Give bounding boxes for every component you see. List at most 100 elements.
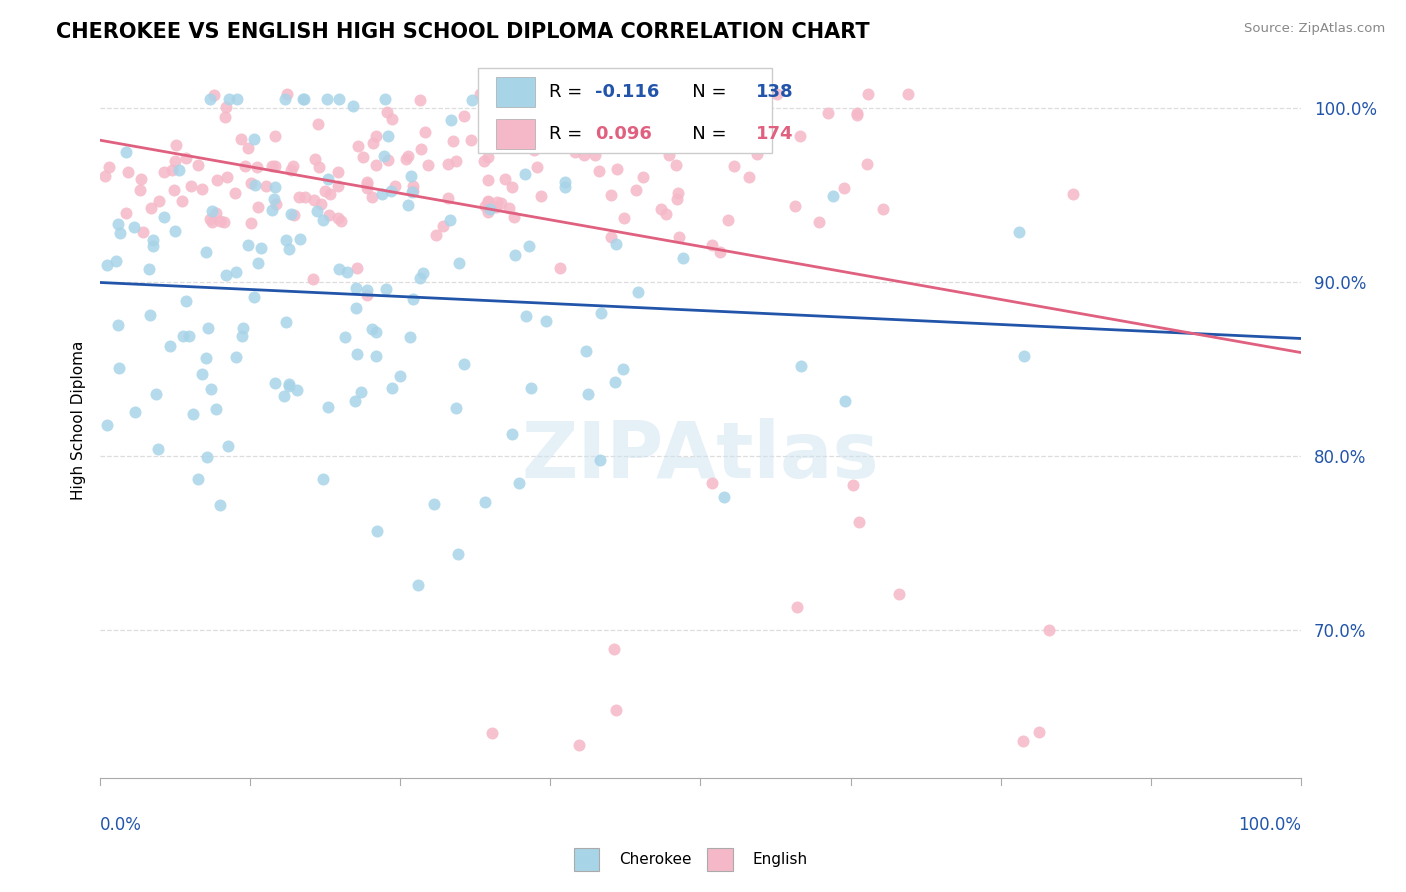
Point [453,357,475,371]
Point [887,587,910,601]
Point [716,212,738,227]
Text: -0.116: -0.116 [595,83,659,101]
Point [288,232,311,246]
Point [447,256,470,270]
Point [139,308,162,322]
Point [526,160,548,174]
Point [105,253,128,268]
Point [517,239,540,253]
Point [181,407,204,421]
Point [501,427,523,442]
Point [439,213,461,227]
Point [1012,349,1035,363]
Point [280,207,302,221]
Point [401,185,423,199]
Point [441,134,464,148]
Point [834,394,856,409]
Point [377,153,399,168]
Point [138,262,160,277]
Point [461,93,484,107]
Point [501,180,523,194]
Point [897,87,920,101]
Point [201,215,224,229]
Point [395,152,418,166]
Point [276,87,298,101]
Point [344,393,367,408]
Point [328,92,350,106]
Point [477,195,499,210]
Point [388,369,411,384]
Point [665,158,688,172]
Point [447,547,470,561]
Point [709,245,731,260]
FancyBboxPatch shape [574,848,599,871]
Point [821,188,844,202]
Point [319,186,342,201]
Point [170,194,193,208]
Point [218,92,240,106]
Point [195,245,218,260]
Text: Source: ZipAtlas.com: Source: ZipAtlas.com [1244,22,1385,36]
Point [336,265,359,279]
Point [264,180,287,194]
Point [381,381,404,395]
Point [672,251,695,265]
Point [198,92,221,106]
Point [117,165,139,179]
Point [366,128,388,143]
Point [588,164,610,178]
Point [364,326,387,340]
Point [381,112,404,127]
Point [326,211,349,226]
Point [328,178,350,193]
Point [530,189,553,203]
Point [169,162,191,177]
Point [554,180,576,194]
Point [485,87,508,101]
Point [600,187,623,202]
Point [477,204,499,219]
Point [225,265,247,279]
Point [312,472,335,486]
Point [384,178,406,193]
Point [96,258,118,272]
Point [278,242,301,256]
Text: 138: 138 [755,83,793,101]
Point [308,160,330,174]
Point [346,347,368,361]
Point [366,158,388,172]
Point [152,164,174,178]
Point [406,577,429,591]
Point [364,349,387,363]
Point [231,329,253,343]
Point [191,182,214,196]
Point [285,384,308,398]
Point [264,159,287,173]
Point [301,272,323,286]
Point [790,359,813,373]
Point [401,179,423,194]
Point [499,111,522,125]
Point [207,173,229,187]
Point [361,136,384,150]
Point [318,172,340,186]
Point [603,375,626,389]
Point [278,379,301,393]
Point [361,190,384,204]
Point [399,169,422,183]
Point [215,99,238,113]
FancyBboxPatch shape [478,68,772,153]
Point [603,641,626,656]
Point [350,384,373,399]
Point [280,163,302,178]
Point [489,196,512,211]
Point [165,224,187,238]
Point [97,161,120,175]
Point [132,225,155,239]
Point [766,87,789,101]
Point [316,400,339,414]
Point [238,238,260,252]
Point [846,106,869,120]
Point [689,138,711,153]
Point [413,125,436,139]
